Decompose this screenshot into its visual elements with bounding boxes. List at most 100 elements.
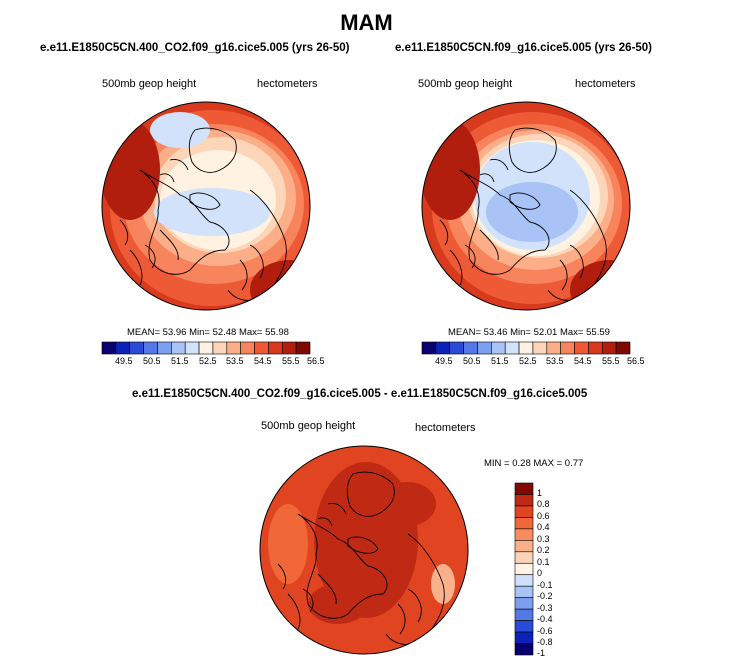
colorbar-tick: -0.6 <box>537 626 553 636</box>
colorbar-swatch <box>184 341 200 355</box>
colorbar-tick: 1 <box>537 488 543 498</box>
colorbar-tick: 56.5 <box>307 356 325 366</box>
contour-fill <box>250 260 310 310</box>
colorbar-tick: 52.5 <box>519 356 537 366</box>
colorbar-swatch <box>546 341 561 355</box>
colorbar-tick: 49.5 <box>435 356 453 366</box>
panel2-subtitle: e.e11.E1850C5CN.f09_g16.cice5.005 (yrs 2… <box>395 42 653 54</box>
colorbar-swatch <box>240 341 255 355</box>
panel1-units-label: hectometers <box>257 78 318 90</box>
colorbar-swatch <box>514 562 534 576</box>
colorbar-swatch <box>514 574 534 587</box>
colorbar-swatch <box>491 341 506 355</box>
colorbar-swatch <box>532 341 548 355</box>
panel1-max-value: 55.98 <box>265 327 289 338</box>
panel1-map <box>101 101 311 311</box>
diff-units-label: hectometers <box>415 422 476 434</box>
colorbar-swatch <box>295 341 311 355</box>
colorbar-swatch <box>171 341 186 355</box>
colorbar-swatch <box>477 341 492 355</box>
panel1-mean-label: MEAN= <box>127 327 160 338</box>
diff-colorbar-ticks: 1 0.8 0.6 0.4 0.3 0.2 0.1 0 -0.1 -0.2 -0… <box>537 483 577 658</box>
colorbar-swatch <box>212 341 228 355</box>
coastlines <box>439 127 607 301</box>
coastlines <box>277 471 445 645</box>
colorbar-tick: 51.5 <box>171 356 189 366</box>
colorbar-swatch <box>514 551 534 564</box>
colorbar-swatch <box>514 608 534 621</box>
panel1-colorbar <box>101 341 311 355</box>
colorbar-swatch <box>268 341 283 355</box>
panel1-min-label: Min= <box>189 327 210 338</box>
panel2-mean-label: MEAN= <box>448 327 481 338</box>
panel2-units-label: hectometers <box>575 78 636 90</box>
contour-fill <box>150 112 210 148</box>
colorbar-swatch <box>514 540 534 553</box>
panel2-colorbar <box>421 341 631 355</box>
colorbar-swatch <box>198 341 214 355</box>
colorbar-swatch <box>254 341 269 355</box>
colorbar-tick: 53.5 <box>226 356 244 366</box>
colorbar-tick: -1 <box>537 648 546 658</box>
panel1-min-value: 52.48 <box>212 327 237 338</box>
colorbar-swatch <box>514 482 534 495</box>
panel1-colorbar-ticks: 49.5 50.5 51.5 52.5 53.5 54.5 55.5 56.5 <box>102 356 325 368</box>
colorbar-tick: 54.5 <box>574 356 592 366</box>
colorbar-swatch <box>601 341 617 355</box>
colorbar-tick: 50.5 <box>143 356 161 366</box>
colorbar-tick: 0.8 <box>537 499 550 509</box>
colorbar-swatch <box>588 341 603 355</box>
colorbar-swatch <box>514 517 534 530</box>
colorbar-swatch <box>518 341 534 355</box>
colorbar-swatch <box>463 341 478 355</box>
colorbar-swatch <box>514 505 534 518</box>
panel2-max-value: 55.59 <box>586 327 610 338</box>
colorbar-swatch <box>514 597 534 610</box>
panel1-stats: MEAN= 53.96 Min= 52.48 Max= 55.98 <box>127 327 289 338</box>
contour-fill <box>570 260 630 310</box>
colorbar-tick: 0.2 <box>537 545 550 555</box>
panel2-min-value: 52.01 <box>533 327 558 338</box>
colorbar-tick: -0.1 <box>537 580 553 590</box>
colorbar-swatch <box>514 620 534 633</box>
colorbar-swatch <box>560 341 575 355</box>
colorbar-tick: 50.5 <box>463 356 481 366</box>
colorbar-swatch <box>115 341 131 355</box>
colorbar-swatch <box>449 341 464 355</box>
colorbar-swatch <box>514 585 534 598</box>
colorbar-swatch <box>435 341 451 355</box>
colorbar-swatch <box>101 341 117 355</box>
panel2-field-label: 500mb geop height <box>418 78 513 90</box>
contour-fill <box>268 504 308 584</box>
panel1-max-label: Max= <box>238 327 263 338</box>
panel2-colorbar-ticks: 49.5 50.5 51.5 52.5 53.5 54.5 55.5 56.5 <box>422 356 645 368</box>
diff-stats: MIN = 0.28 MAX = 0.77 <box>484 458 584 469</box>
panel1-subtitle: e.e11.E1850C5CN.400_CO2.f09_g16.cice5.00… <box>40 42 350 54</box>
contour-fill <box>486 182 578 242</box>
diff-colorbar <box>514 482 534 656</box>
colorbar-tick: 55.5 <box>602 356 620 366</box>
diff-field-label: 500mb geop height <box>261 420 356 432</box>
colorbar-swatch <box>421 341 437 355</box>
colorbar-tick: 0 <box>537 568 543 578</box>
colorbar-tick: -0.8 <box>537 637 553 647</box>
page-title: MAM <box>340 10 393 35</box>
diff-map <box>259 445 469 655</box>
colorbar-tick: -0.4 <box>537 614 553 624</box>
coastlines <box>119 127 287 301</box>
colorbar-tick: 0.3 <box>537 534 550 544</box>
colorbar-tick: 0.6 <box>537 511 550 521</box>
colorbar-swatch <box>574 341 589 355</box>
contour-fill <box>308 584 368 624</box>
colorbar-tick: 56.5 <box>627 356 645 366</box>
colorbar-swatch <box>514 494 534 507</box>
diff-subtitle: e.e11.E1850C5CN.400_CO2.f09_g16.cice5.00… <box>132 388 588 400</box>
panel2-stats: MEAN= 53.46 Min= 52.01 Max= 55.59 <box>448 327 610 338</box>
colorbar-tick: 51.5 <box>491 356 509 366</box>
colorbar-swatch <box>514 528 534 541</box>
colorbar-swatch <box>281 341 297 355</box>
colorbar-swatch <box>615 341 631 355</box>
colorbar-swatch <box>157 341 172 355</box>
panel2-map <box>421 101 631 311</box>
colorbar-tick: -0.3 <box>537 603 553 613</box>
